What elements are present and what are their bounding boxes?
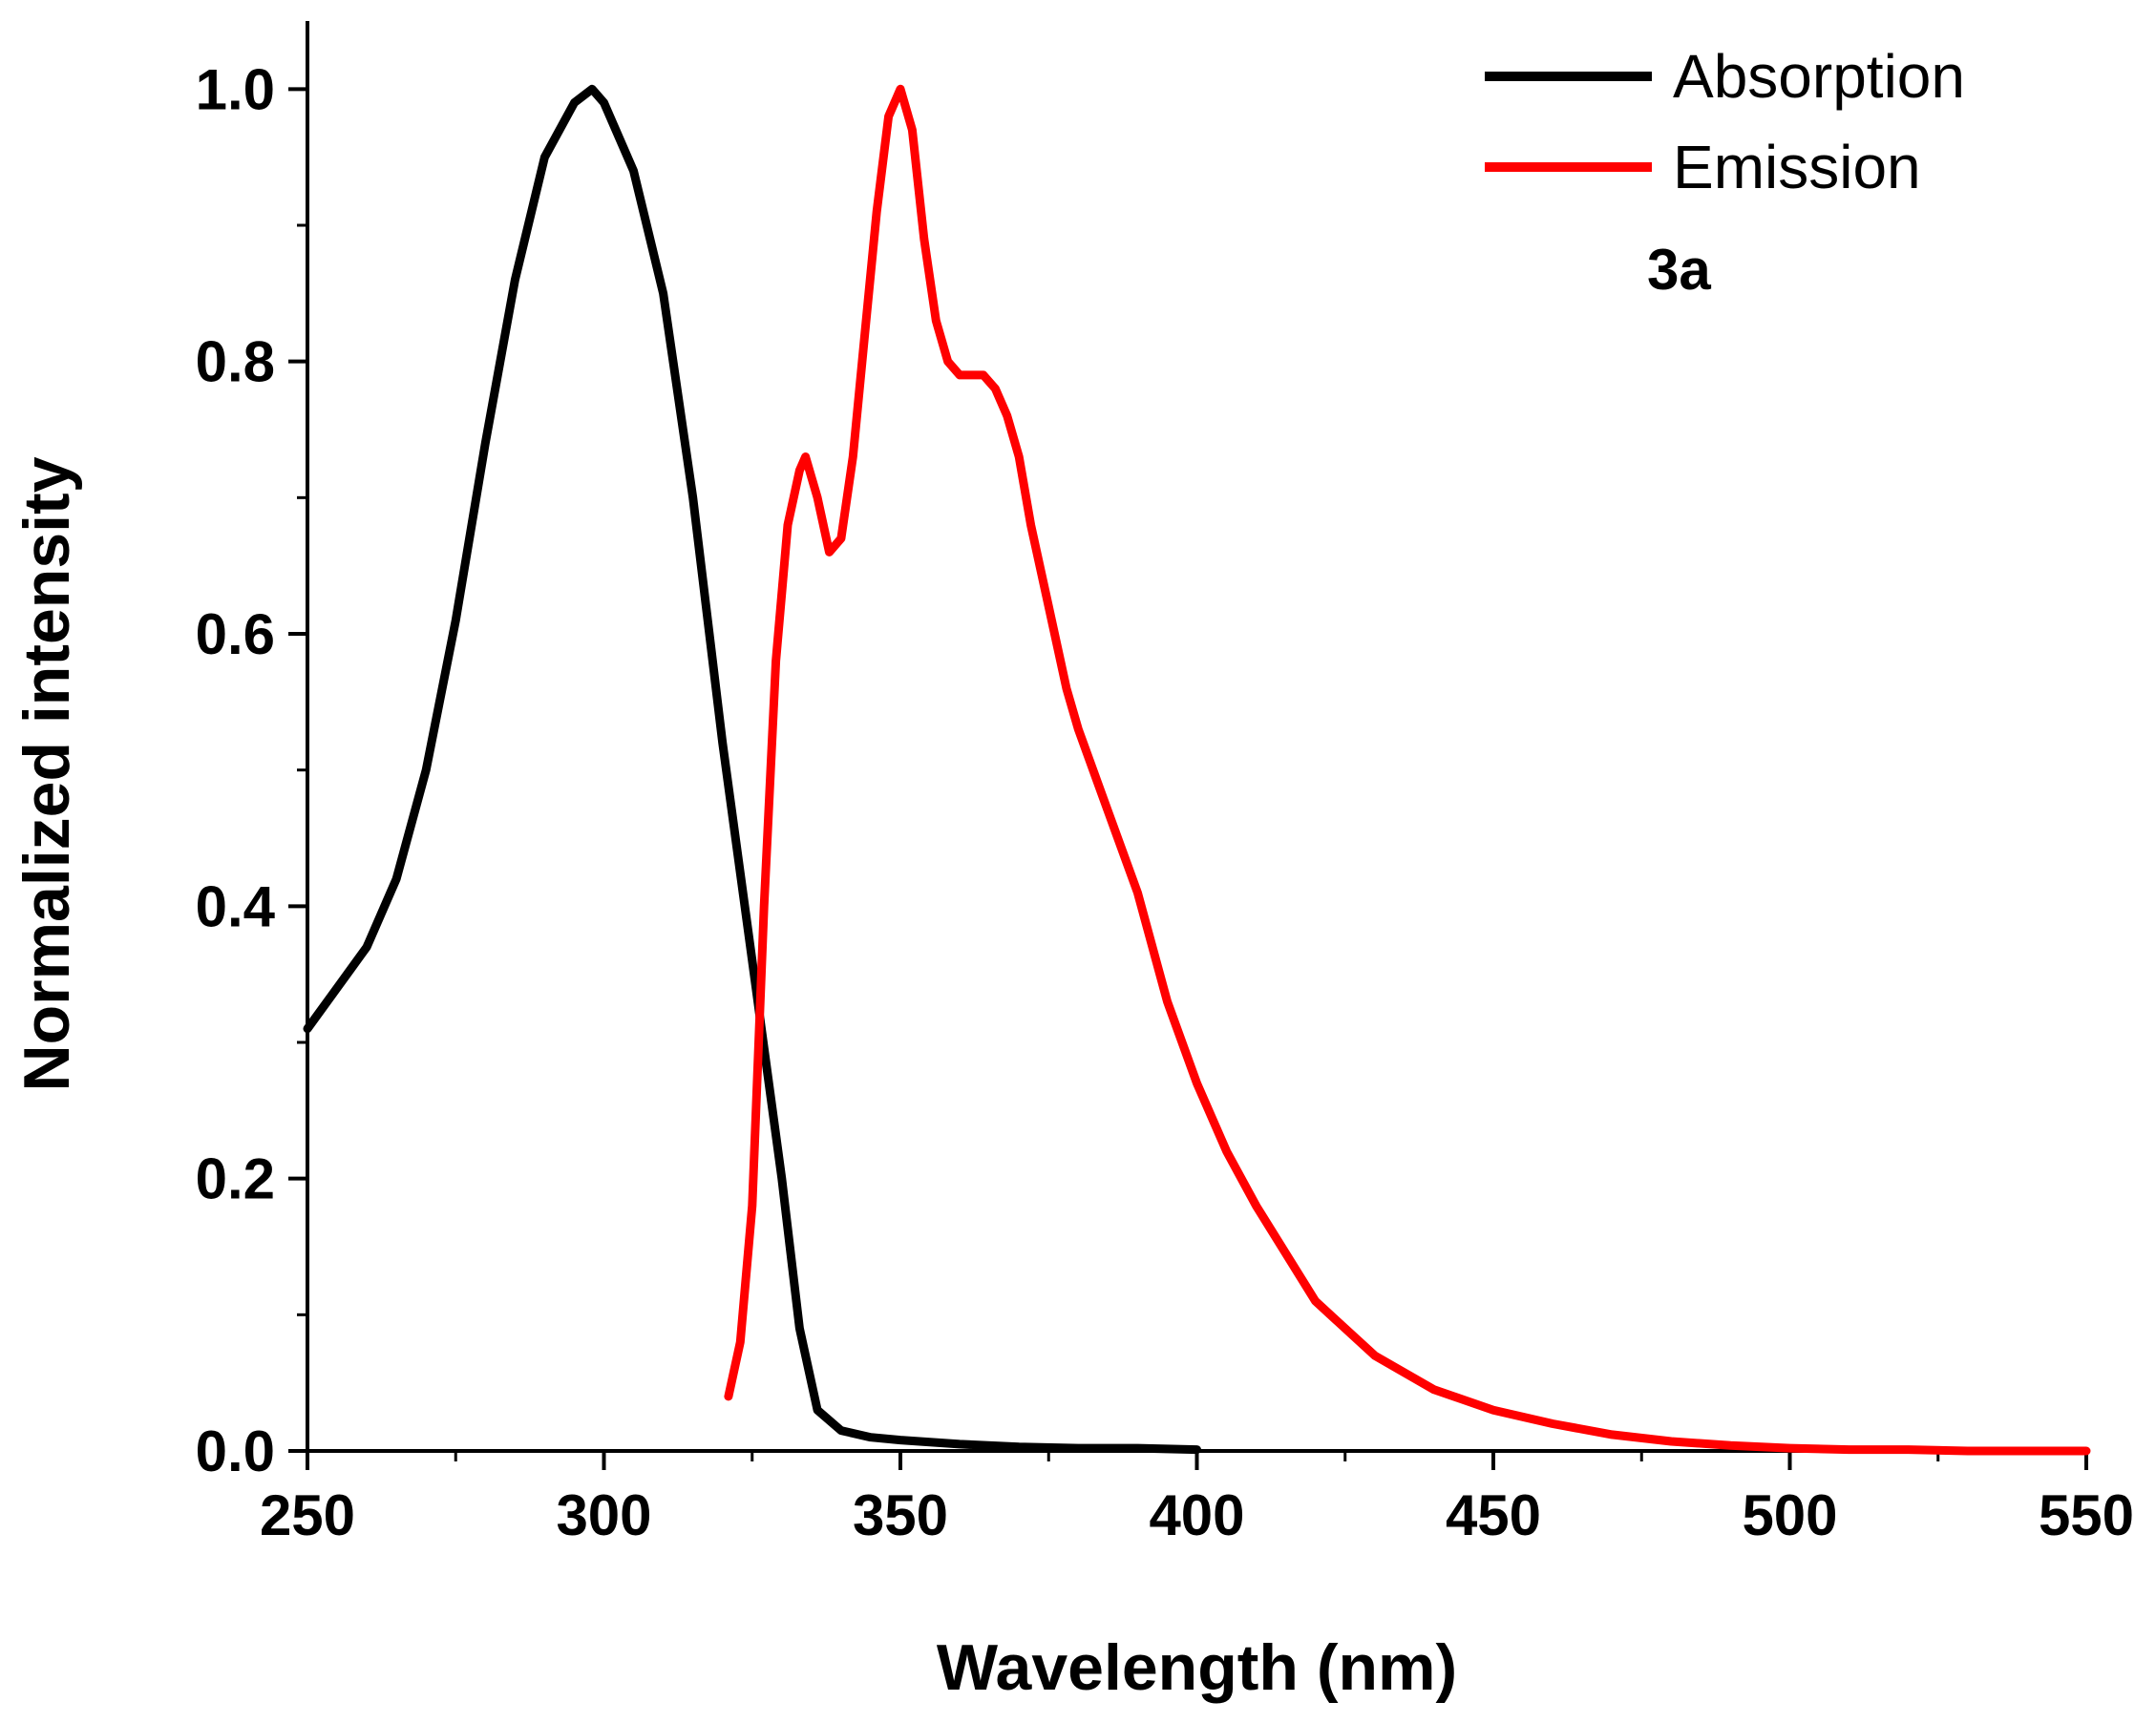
x-ticks: 250 300 350 400 450 500 550 — [260, 1451, 2134, 1547]
x-tick-label: 500 — [1742, 1483, 1837, 1547]
legend-label-absorption: Absorption — [1673, 42, 1965, 111]
y-tick-label: 0.2 — [196, 1147, 275, 1211]
y-tick-label: 0.8 — [196, 330, 275, 394]
x-axis-title: Wavelength (nm) — [937, 1631, 1457, 1704]
legend: Absorption Emission — [1485, 42, 1965, 201]
annotation-label: 3a — [1647, 238, 1711, 302]
series-line-absorption — [303, 84, 1201, 1455]
axes: 250 300 350 400 450 500 550 0.0 0.2 0.4 0.6 0.8 1.0 — [196, 21, 2134, 1547]
y-tick-label: 0.4 — [196, 874, 276, 938]
x-tick-label: 300 — [556, 1483, 651, 1547]
y-axis-title: Normalized intensity — [11, 456, 83, 1091]
y-tick-label: 1.0 — [196, 57, 275, 121]
y-ticks: 0.0 0.2 0.4 0.6 0.8 1.0 — [196, 57, 307, 1483]
series-layer — [303, 84, 2091, 1456]
series-line-emission — [724, 84, 2091, 1456]
x-tick-label: 550 — [2039, 1483, 2134, 1547]
legend-label-emission: Emission — [1673, 133, 1921, 201]
y-tick-label: 0.0 — [196, 1419, 275, 1483]
x-tick-label: 250 — [260, 1483, 355, 1547]
y-tick-label: 0.6 — [196, 602, 275, 666]
x-tick-label: 450 — [1446, 1483, 1541, 1547]
x-tick-label: 400 — [1149, 1483, 1244, 1547]
x-tick-label: 350 — [853, 1483, 948, 1547]
